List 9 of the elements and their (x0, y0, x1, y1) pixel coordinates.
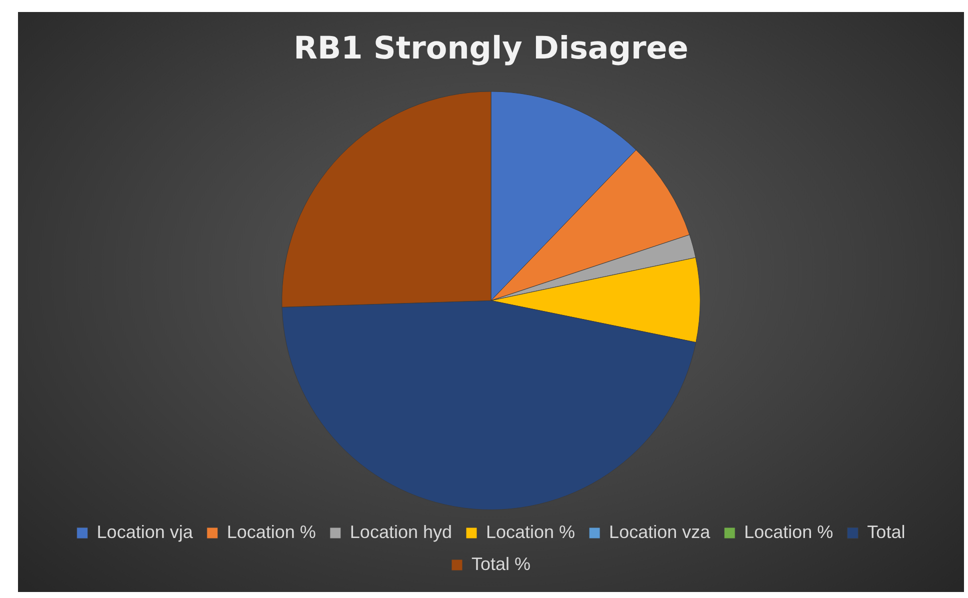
legend-label: Location hyd (350, 522, 452, 542)
legend-label: Location % (744, 522, 834, 542)
legend-label: Location % (226, 522, 316, 542)
legend-label: Total (867, 522, 906, 542)
legend-label: Total % (471, 554, 531, 574)
legend-label: Location vja (96, 522, 194, 542)
chart-title: RB1 Strongly Disagree (294, 30, 688, 67)
legend-label: Location vza (609, 522, 712, 542)
legend-label: Location % (486, 522, 576, 542)
